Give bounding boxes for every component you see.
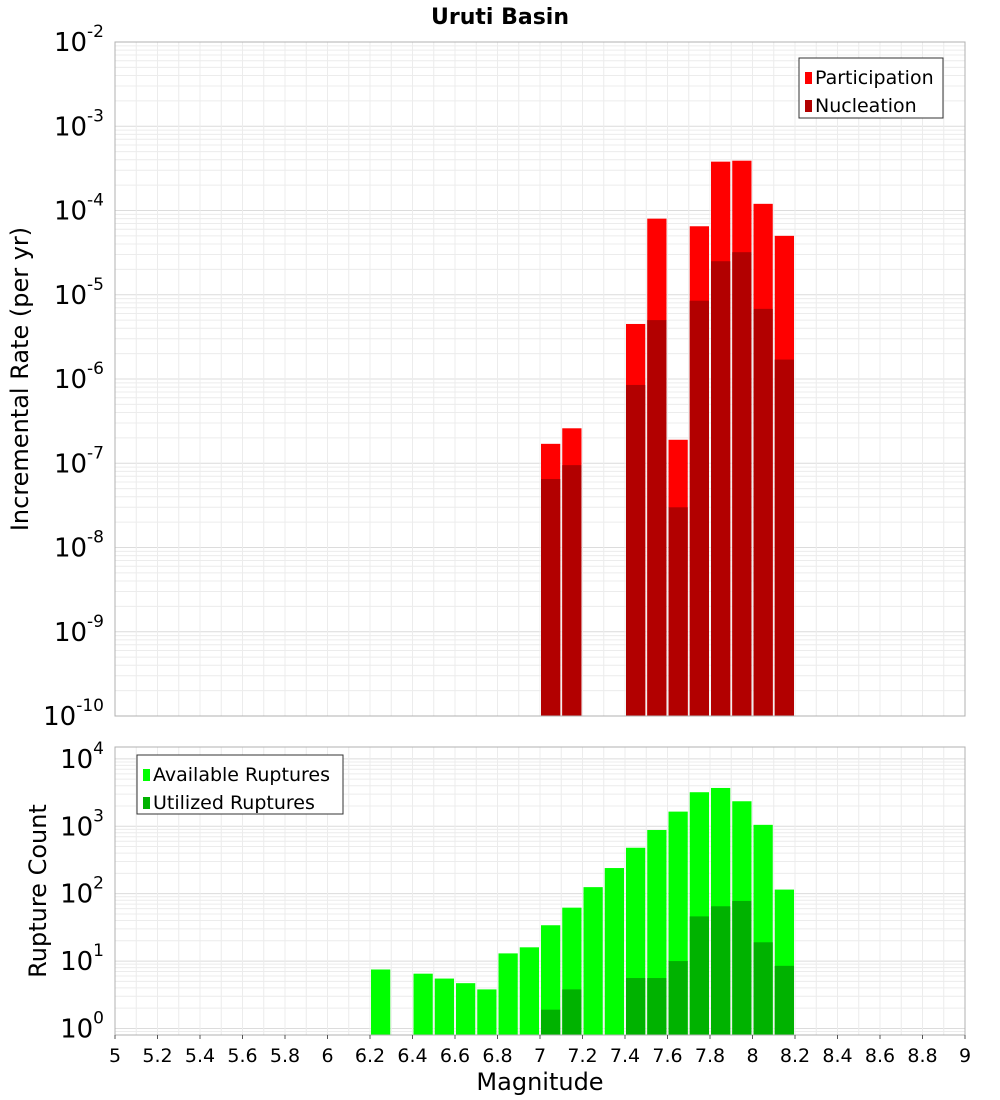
rate-bar-secondary [711, 261, 731, 716]
rate-bar-secondary [774, 359, 794, 716]
count-y-ticks: 104 103 102 101 100 [60, 739, 104, 1045]
count-legend-swatch [143, 769, 150, 781]
count-y-axis-label: Rupture Count [24, 804, 52, 978]
count-bar-primary [434, 978, 454, 1035]
count-bars [371, 787, 794, 1035]
count-bar-secondary [647, 978, 667, 1035]
x-tick-label: 5.2 [142, 1045, 172, 1067]
rate-legend-label: Nucleation [815, 95, 917, 117]
count-panel: 104 103 102 101 100 5 5.2 5.4 5.6 5.8 6 6.2 6.4 6.6 6… [24, 739, 971, 1096]
count-bar-primary [519, 947, 539, 1035]
rate-legend-swatch [805, 72, 812, 84]
count-bar-secondary [711, 906, 731, 1035]
rate-bar-secondary [647, 320, 667, 716]
x-tick-label: 5.6 [227, 1045, 257, 1067]
chart-title: Uruti Basin [431, 5, 569, 30]
x-tick-label: 7.8 [695, 1045, 725, 1067]
count-bar-secondary [562, 989, 582, 1035]
x-tick-label: 6.8 [482, 1045, 512, 1067]
count-bar-secondary [732, 900, 752, 1035]
x-tick-label: 6.2 [355, 1045, 385, 1067]
rate-legend-box [798, 57, 944, 119]
count-bar-primary [456, 983, 476, 1035]
count-bar-primary [604, 868, 624, 1035]
x-tick-label: 7.4 [610, 1045, 640, 1067]
rate-bar-secondary [626, 384, 646, 716]
rate-panel: 10-2 10-3 10-4 10-5 10-6 10-7 10-8 10-9 10-10 In… [6, 22, 966, 732]
rate-plot-border [114, 41, 966, 717]
count-y-tick-label: 100 [60, 1008, 104, 1044]
x-tick-label: 7.2 [567, 1045, 597, 1067]
count-legend-label: Available Ruptures [153, 764, 330, 786]
count-y-tick-label: 103 [60, 806, 104, 842]
rate-y-tick-label: 10-7 [54, 443, 104, 479]
rate-bar-secondary [753, 308, 773, 716]
rate-y-tick-label: 10-6 [54, 359, 104, 395]
rate-bar-secondary [668, 507, 688, 716]
count-bar-primary [583, 887, 603, 1035]
rate-y-tick-label: 10-3 [54, 106, 104, 142]
rate-y-tick-label: 10-2 [54, 22, 104, 58]
x-tick-label: 6.4 [397, 1045, 427, 1067]
x-tick-label: 7.6 [652, 1045, 682, 1067]
x-tick-label: 8.2 [780, 1045, 810, 1067]
magnitude-x-ticks: 5 5.2 5.4 5.6 5.8 6 6.2 6.4 6.6 6.8 7 7.2 7.4 7.6 7.8 8… [109, 1035, 971, 1067]
count-bar-primary [371, 969, 391, 1035]
count-bar-secondary [689, 916, 709, 1035]
count-legend-swatch [143, 797, 150, 809]
count-y-tick-label: 101 [60, 941, 104, 977]
rate-bars [541, 160, 794, 717]
x-tick-label: 5 [109, 1045, 121, 1067]
count-legend: Available Ruptures Utilized Ruptures [136, 754, 344, 815]
rate-y-tick-label: 10-9 [54, 612, 104, 648]
rate-y-tick-label: 10-10 [43, 696, 104, 732]
count-y-tick-label: 102 [60, 874, 104, 910]
rate-legend: Participation Nucleation [798, 57, 944, 119]
count-y-tick-label: 104 [60, 739, 104, 775]
rate-gridlines [114, 41, 966, 717]
rate-legend-swatch [805, 100, 812, 112]
count-bar-secondary [774, 965, 794, 1035]
count-bar-primary [477, 989, 497, 1035]
x-tick-label: 8.6 [865, 1045, 895, 1067]
rate-y-tick-label: 10-4 [54, 191, 104, 227]
rate-y-axis-label: Incremental Rate (per yr) [6, 227, 34, 531]
count-bar-secondary [626, 978, 646, 1035]
count-bar-primary [413, 973, 433, 1035]
x-tick-label: 9 [959, 1045, 971, 1067]
count-bar-secondary [753, 942, 773, 1035]
rate-bar-secondary [732, 252, 752, 717]
count-bar-primary [541, 925, 561, 1035]
count-gridlines [114, 747, 966, 1036]
x-tick-label: 8 [746, 1045, 758, 1067]
count-bar-secondary [541, 1009, 561, 1035]
count-legend-label: Utilized Ruptures [153, 792, 315, 814]
x-tick-label: 6 [321, 1045, 333, 1067]
x-tick-label: 6.6 [440, 1045, 470, 1067]
rate-y-ticks: 10-2 10-3 10-4 10-5 10-6 10-7 10-8 10-9 10-10 [43, 22, 104, 732]
rate-bar-secondary [541, 479, 561, 716]
count-legend-box [136, 754, 344, 815]
x-tick-label: 5.4 [185, 1045, 215, 1067]
rate-legend-label: Participation [815, 67, 934, 89]
x-tick-label: 5.8 [270, 1045, 300, 1067]
rate-bar-secondary [689, 300, 709, 716]
x-tick-label: 7 [534, 1045, 546, 1067]
x-tick-label: 8.8 [907, 1045, 937, 1067]
count-bar-primary [498, 953, 518, 1035]
count-bar-secondary [668, 961, 688, 1035]
x-tick-label: 8.4 [822, 1045, 852, 1067]
rate-y-tick-label: 10-8 [54, 528, 104, 564]
rate-y-tick-label: 10-5 [54, 275, 104, 311]
rate-bar-secondary [562, 465, 582, 716]
x-axis-label: Magnitude [476, 1068, 603, 1096]
